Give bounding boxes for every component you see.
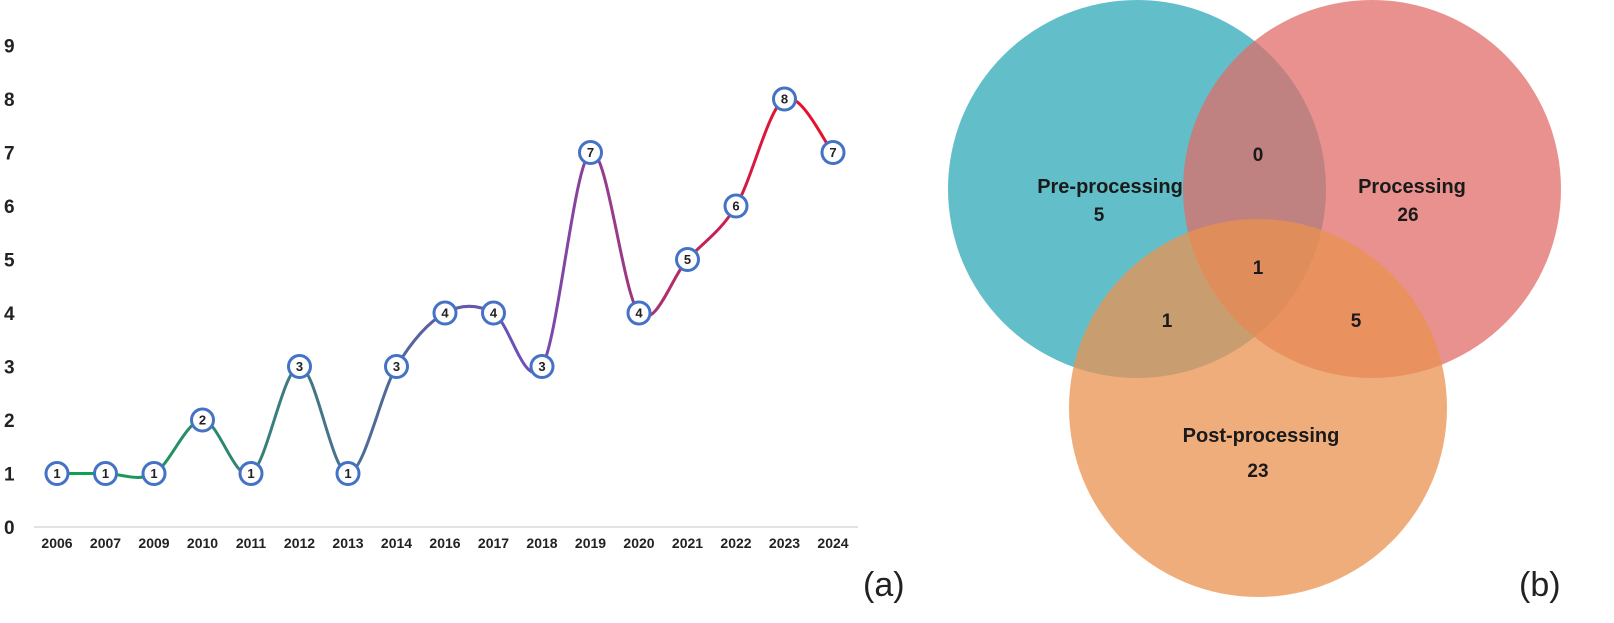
venn-value-pre-processing: 5 — [1094, 205, 1105, 226]
data-point: 4 — [481, 300, 506, 326]
y-tick-label: 3 — [4, 358, 15, 379]
venn-value-pre-and-processing: 0 — [1253, 145, 1264, 166]
y-tick-label: 9 — [4, 37, 15, 58]
data-point: 4 — [432, 300, 458, 326]
x-tick-label: 2022 — [720, 535, 751, 551]
y-tick-label: 8 — [4, 90, 15, 111]
data-point-marker — [626, 300, 652, 326]
venn-value-pre-and-post: 1 — [1162, 311, 1173, 332]
data-point-marker — [675, 247, 700, 272]
data-point-label: 3 — [296, 359, 303, 374]
data-point-label: 6 — [732, 199, 739, 214]
data-point-label: 7 — [587, 145, 594, 160]
data-point-marker — [772, 86, 797, 112]
data-point: 7 — [820, 140, 846, 165]
data-point-label: 1 — [247, 466, 254, 481]
y-tick-label: 1 — [4, 465, 15, 486]
data-point-label: 8 — [781, 92, 788, 107]
data-point-marker — [723, 193, 749, 219]
data-point-marker — [335, 461, 361, 486]
venn-label-pre-processing: Pre-processing — [1037, 176, 1183, 198]
data-point-marker — [93, 461, 118, 486]
y-tick-label: 4 — [4, 304, 15, 325]
data-point-marker — [481, 300, 506, 326]
venn-value-processing: 26 — [1397, 205, 1418, 226]
data-point: 2 — [190, 407, 215, 433]
data-point: 1 — [238, 461, 264, 486]
data-point-label: 3 — [393, 359, 400, 374]
data-point-label: 1 — [344, 466, 351, 481]
data-point: 4 — [626, 300, 652, 326]
data-point: 3 — [287, 354, 312, 379]
data-point: 8 — [772, 86, 797, 112]
x-tick-label: 2023 — [769, 535, 800, 551]
venn-diagram: Pre-processing 5 Processing 26 Post-proc… — [948, 0, 1561, 604]
data-point: 6 — [723, 193, 749, 219]
x-tick-label: 2013 — [332, 535, 363, 551]
panel-label-b: (b) — [1519, 566, 1561, 604]
x-tick-label: 2006 — [41, 535, 72, 551]
x-tick-label: 2016 — [429, 535, 460, 551]
data-point-marker — [384, 354, 409, 379]
venn-value-processing-and-post: 5 — [1351, 311, 1362, 332]
y-tick-label: 7 — [4, 144, 15, 165]
data-point-label: 2 — [199, 413, 206, 428]
data-point-marker — [141, 461, 167, 486]
data-point-label: 3 — [538, 359, 545, 374]
x-tick-label: 2018 — [526, 535, 557, 551]
x-tick-label: 2011 — [236, 535, 267, 551]
data-point-marker — [432, 300, 458, 326]
data-points: 1 1 1 2 1 3 1 3 4 4 3 7 4 5 6 8 7 — [44, 86, 846, 486]
y-tick-label: 0 — [4, 518, 15, 539]
panel-label-a: (a) — [863, 566, 905, 604]
data-point-marker — [238, 461, 264, 486]
x-tick-label: 2007 — [90, 535, 121, 551]
data-point: 5 — [675, 247, 700, 272]
data-point-label: 1 — [102, 466, 109, 481]
x-tick-label: 2012 — [284, 535, 315, 551]
data-point: 3 — [384, 354, 409, 379]
y-tick-label: 6 — [4, 197, 15, 218]
data-point: 3 — [529, 354, 555, 379]
data-point-marker — [44, 461, 70, 486]
y-axis-ticks: 0 1 2 3 4 5 6 7 8 9 — [4, 37, 15, 540]
data-point: 1 — [44, 461, 70, 486]
x-tick-label: 2024 — [817, 535, 848, 551]
venn-circle-post-processing — [1069, 219, 1447, 597]
y-tick-label: 2 — [4, 411, 15, 432]
data-point-label: 1 — [150, 466, 157, 481]
x-tick-label: 2017 — [478, 535, 509, 551]
x-tick-label: 2010 — [187, 535, 218, 551]
data-point-marker — [820, 140, 846, 165]
x-tick-label: 2019 — [575, 535, 606, 551]
data-point-marker — [578, 140, 603, 165]
x-tick-label: 2014 — [381, 535, 412, 551]
data-point-marker — [287, 354, 312, 379]
data-point-marker — [190, 407, 215, 433]
data-point-label: 7 — [829, 145, 836, 160]
venn-label-post-processing: Post-processing — [1183, 425, 1340, 447]
x-tick-label: 2020 — [623, 535, 654, 551]
data-point-label: 5 — [684, 252, 691, 267]
data-point-label: 4 — [441, 306, 449, 321]
venn-value-post-processing: 23 — [1247, 461, 1268, 482]
x-tick-label: 2009 — [138, 535, 169, 551]
series-line — [57, 96, 835, 479]
data-point: 7 — [578, 140, 603, 165]
data-point-label: 4 — [490, 306, 498, 321]
data-point-label: 4 — [635, 306, 643, 321]
data-point: 1 — [335, 461, 361, 486]
x-axis-ticks: 2006 2007 2009 2010 2011 2012 2013 2014 2016 2017… — [41, 535, 848, 551]
data-point: 1 — [93, 461, 118, 486]
data-point-marker — [529, 354, 555, 379]
venn-value-all-three: 1 — [1253, 258, 1264, 279]
data-point: 1 — [141, 461, 167, 486]
data-point-label: 1 — [53, 466, 60, 481]
y-tick-label: 5 — [4, 251, 15, 272]
x-tick-label: 2021 — [672, 535, 703, 551]
venn-label-processing: Processing — [1358, 176, 1466, 198]
